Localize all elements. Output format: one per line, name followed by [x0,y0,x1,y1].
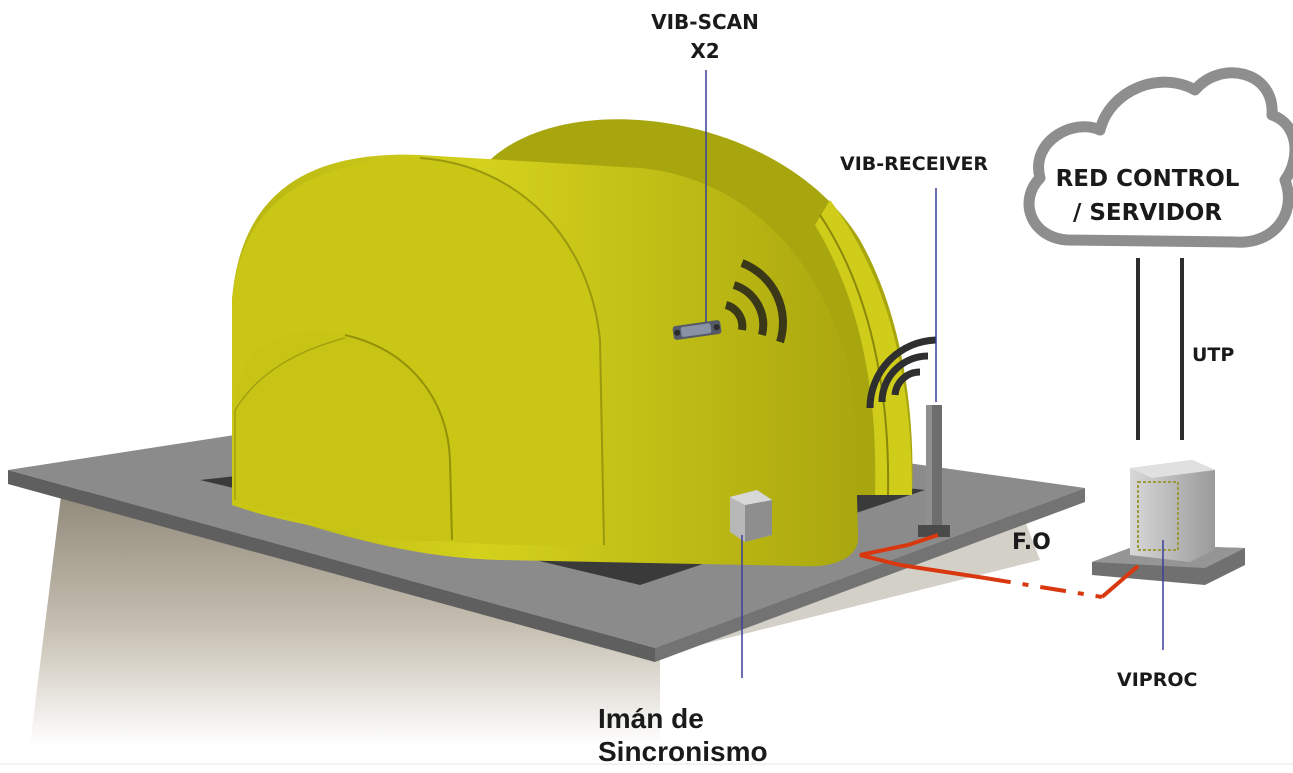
inner-cylinder-face [344,334,453,541]
receiver-wifi-waves [866,336,937,409]
fiber-optic-line [859,533,1140,599]
inner-cylinder-side [234,337,346,500]
drum-front-face-line [419,157,605,546]
platform-edge [8,470,655,662]
viproc-cabinet [1092,460,1245,585]
vib-scan-label: VIB-SCAN X2 [590,8,820,66]
vib-scan-sensor [672,320,722,340]
sensor-wifi-waves [724,259,787,344]
viproc-label: VIPROC [1117,669,1198,691]
utp-cables [1136,258,1184,440]
cloud-label-line1: RED CONTROL [1055,166,1240,192]
magnet-label-line2: Sincronismo [598,736,768,767]
cloud-label: RED CONTROL / SERVIDOR [1015,162,1280,230]
magnet-box [730,490,772,542]
cloud-shape [1023,67,1293,248]
leader-lines [705,70,1164,678]
magnet-label-line1: Imán de [598,703,704,734]
platform-edge-right [655,488,1085,662]
magnet-label: Imán de Sincronismo [598,702,768,768]
fiber-optic-label: F.O [1012,530,1051,555]
vib-receiver-antenna [918,405,950,537]
drum-rear-rim [815,200,912,495]
vib-receiver-label: VIB-RECEIVER [840,153,989,175]
drum-rear-rim-line [819,214,890,496]
vib-scan-label-line2: X2 [690,39,720,63]
cloud-label-line2: / SERVIDOR [1072,200,1223,226]
utp-label: UTP [1192,344,1235,366]
vib-scan-label-line1: VIB-SCAN [651,10,759,34]
inner-cylinder [235,332,452,541]
